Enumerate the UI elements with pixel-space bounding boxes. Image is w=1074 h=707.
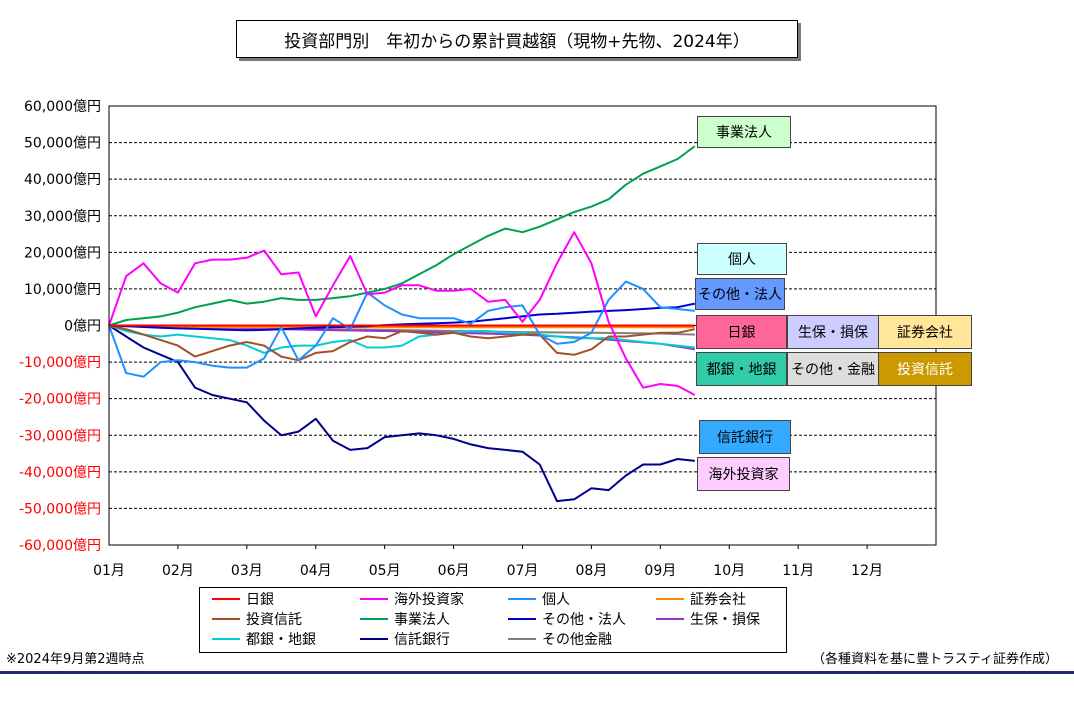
legend-item: 投資信託 [212, 609, 302, 628]
series-callout-label: 海外投資家 [697, 457, 790, 491]
series-line [108, 145, 696, 327]
x-tick-label: 06月 [438, 563, 470, 579]
y-tick-label: -30,000億円 [19, 428, 101, 444]
x-tick-label: 10月 [713, 563, 745, 579]
series-line [108, 302, 696, 332]
series-line [108, 324, 695, 329]
y-tick-label: -20,000億円 [19, 392, 101, 408]
legend-swatch [656, 597, 684, 600]
series-line [108, 324, 695, 354]
footer-rule [0, 671, 1074, 674]
series-callout-label: その他・法人 [695, 278, 785, 310]
y-tick-label: 40,000億円 [24, 172, 101, 188]
legend-item: 生保・損保 [656, 609, 760, 628]
x-tick-label: 04月 [300, 563, 332, 579]
y-tick-label: -60,000億円 [19, 538, 101, 554]
legend-item: 証券会社 [656, 589, 746, 608]
legend-item: その他・法人 [508, 609, 626, 628]
series-callout-label: 生保・損保 [787, 315, 879, 349]
legend-swatch [656, 617, 684, 620]
legend-swatch [360, 637, 388, 640]
legend-label: 生保・損保 [690, 611, 760, 628]
series-callout-label: 事業法人 [697, 116, 791, 148]
legend-item: 都銀・地銀 [212, 629, 316, 648]
legend-label: 都銀・地銀 [246, 631, 316, 648]
legend-label: 個人 [542, 591, 570, 608]
x-tick-label: 12月 [851, 563, 883, 579]
footnote-date: ※2024年9月第2週時点 [6, 652, 145, 667]
x-tick-label: 09月 [644, 563, 676, 579]
legend-swatch [212, 637, 240, 640]
series-callout-label: 投資信託 [878, 352, 972, 386]
legend-item: 信託銀行 [360, 629, 450, 648]
legend-item: 個人 [508, 589, 570, 608]
series-callout-label: 信託銀行 [699, 420, 791, 454]
legend-label: 日銀 [246, 591, 274, 608]
y-tick-label: -10,000億円 [19, 355, 101, 371]
legend-item: その他金融 [508, 629, 612, 648]
legend-swatch [508, 617, 536, 620]
series-callout-label: その他・金融 [787, 352, 879, 386]
line-chart: 60,000億円 50,000億円 40,000億円 30,000億円 20,000億円… [19, 99, 937, 579]
x-tick-label: 05月 [369, 563, 401, 579]
legend-label: その他金融 [542, 631, 612, 648]
x-tick-label: 07月 [507, 563, 539, 579]
x-tick-label: 08月 [576, 563, 608, 579]
series-callout-label: 証券会社 [878, 315, 972, 349]
series-line [108, 324, 695, 503]
series-callout-label: 都銀・地銀 [696, 352, 787, 386]
x-axis-ticks: 01月 02月 03月 04月 05月 06月 07月 08月 09月 10月 11月 12月 [93, 545, 883, 579]
legend-label: その他・法人 [542, 611, 626, 628]
y-tick-label: 60,000億円 [24, 99, 101, 115]
series-callout-label: 日銀 [696, 315, 787, 349]
legend-label: 証券会社 [690, 591, 746, 608]
y-tick-label: 30,000億円 [24, 209, 101, 225]
legend-swatch [508, 597, 536, 600]
series-line [108, 324, 696, 362]
y-tick-label: 0億円 [64, 319, 101, 335]
series-layer [108, 145, 696, 503]
legend-label: 投資信託 [246, 611, 302, 628]
legend: 日銀 海外投資家 個人 証券会社投資信託 事業法人 その他・法人 生保・損保都銀・地銀 信託銀… [199, 587, 787, 653]
x-tick-label: 03月 [231, 563, 263, 579]
x-tick-label: 02月 [162, 563, 194, 579]
legend-label: 事業法人 [394, 611, 450, 628]
legend-swatch [508, 637, 536, 640]
x-tick-label: 01月 [93, 563, 125, 579]
series-callout-label: 個人 [697, 243, 787, 275]
chart-title: 投資部門別 年初からの累計買越額（現物+先物、2024年） [236, 20, 798, 58]
y-tick-label: 10,000億円 [24, 282, 101, 298]
series-line [108, 231, 696, 396]
series-line [108, 280, 695, 378]
legend-label: 海外投資家 [394, 591, 464, 608]
footnote-source: （各種資料を基に豊トラスティ証券作成） [812, 652, 1058, 667]
y-tick-label: -50,000億円 [19, 501, 101, 517]
legend-label: 信託銀行 [394, 631, 450, 648]
legend-swatch [212, 597, 240, 600]
legend-swatch [360, 597, 388, 600]
y-tick-label: -40,000億円 [19, 465, 101, 481]
legend-swatch [212, 617, 240, 620]
y-axis-ticks: 60,000億円 50,000億円 40,000億円 30,000億円 20,000億円… [19, 99, 101, 554]
y-tick-label: 20,000億円 [24, 245, 101, 261]
legend-item: 日銀 [212, 589, 274, 608]
legend-item: 事業法人 [360, 609, 450, 628]
y-tick-label: 50,000億円 [24, 136, 101, 152]
legend-item: 海外投資家 [360, 589, 464, 608]
x-tick-label: 11月 [782, 563, 814, 579]
legend-swatch [360, 617, 388, 620]
